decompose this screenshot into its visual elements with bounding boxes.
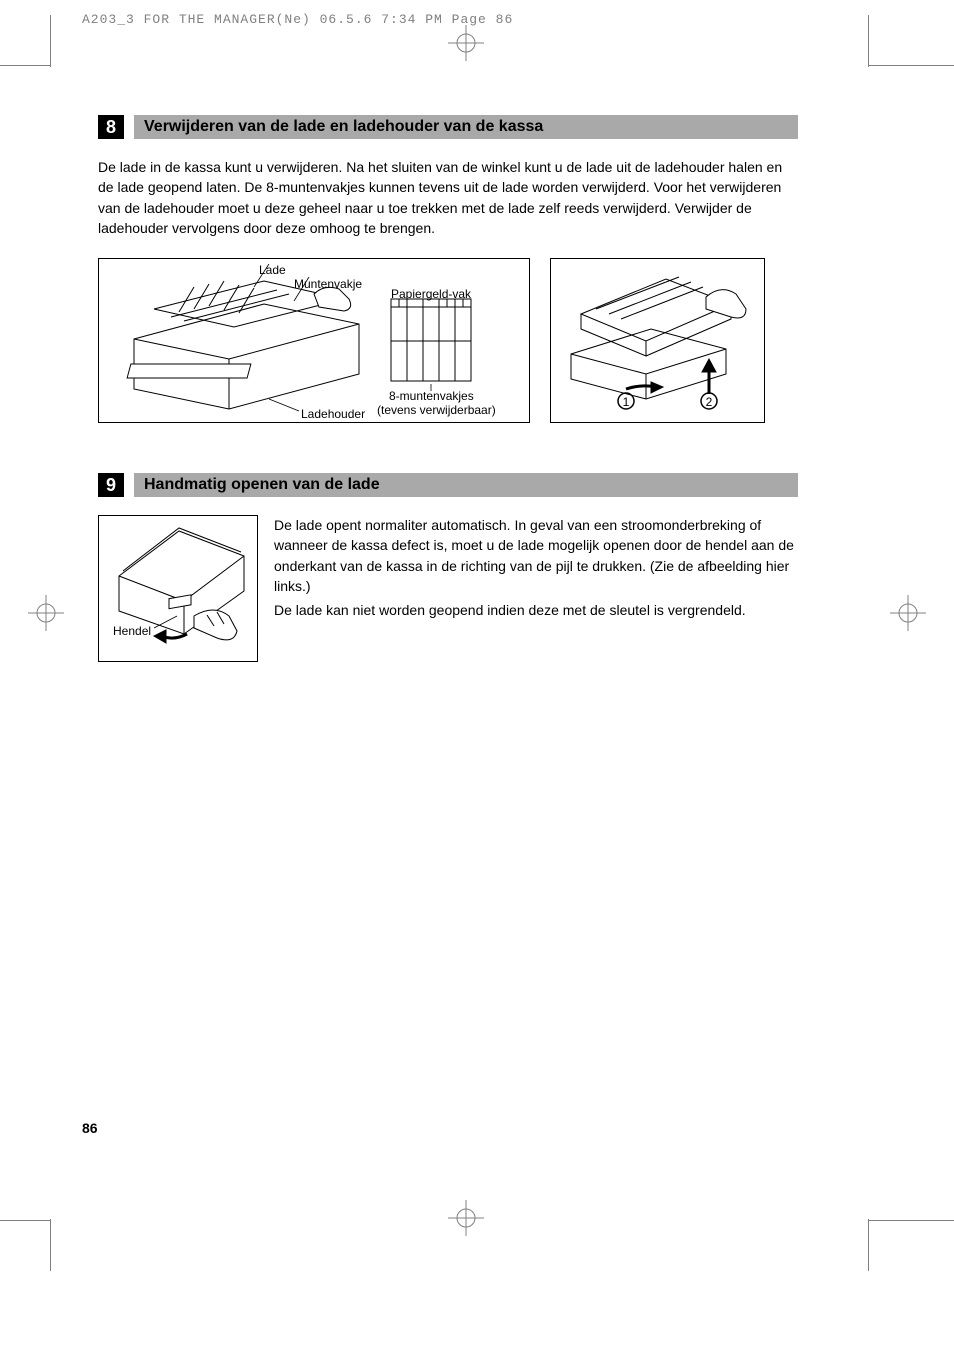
page-number: 86 <box>82 1120 98 1136</box>
marker-2-text: 2 <box>706 395 713 409</box>
section-9-body-1: De lade opent normaliter automatisch. In… <box>274 515 798 596</box>
label-papiergeld: Papiergeld-vak <box>391 287 471 301</box>
registration-mark-top <box>448 25 484 66</box>
crop-mark <box>0 1220 50 1221</box>
section-8-title: Verwijderen van de lade en ladehouder va… <box>134 115 798 139</box>
section-8-badge: 8 <box>98 115 124 139</box>
section-9-badge: 9 <box>98 473 124 497</box>
crop-mark <box>868 15 869 67</box>
registration-mark-bottom <box>448 1200 484 1241</box>
registration-mark-left <box>28 595 64 636</box>
crop-mark <box>869 65 954 66</box>
diagram-manual-open: Hendel <box>98 515 258 662</box>
section-8-header: 8 Verwijderen van de lade en ladehouder … <box>98 115 798 139</box>
page-content: 8 Verwijderen van de lade en ladehouder … <box>98 115 798 662</box>
marker-1-text: 1 <box>623 395 630 409</box>
registration-mark-right <box>890 595 926 636</box>
section-9-body-2: De lade kan niet worden geopend indien d… <box>274 600 798 620</box>
section-9: 9 Handmatig openen van de lade <box>98 473 798 662</box>
diagram-row: Lade Muntenvakje Papiergeld-vak 8-munten… <box>98 258 798 423</box>
diagram-drawer-lift: 1 2 <box>550 258 765 423</box>
label-8munten: 8-muntenvakjes <box>389 389 474 403</box>
crop-mark <box>868 1219 869 1271</box>
section-9-title: Handmatig openen van de lade <box>134 473 798 497</box>
section-8-body: De lade in de kassa kunt u verwijderen. … <box>98 157 798 238</box>
label-lade: Lade <box>259 263 286 277</box>
crop-mark <box>50 1219 51 1271</box>
label-ladehouder: Ladehouder <box>301 407 365 421</box>
crop-mark <box>50 15 51 67</box>
section-9-header: 9 Handmatig openen van de lade <box>98 473 798 497</box>
label-hendel: Hendel <box>113 624 151 638</box>
label-muntenvakje: Muntenvakje <box>294 277 362 291</box>
diagram-drawer-removal: Lade Muntenvakje Papiergeld-vak 8-munten… <box>98 258 530 423</box>
crop-mark <box>869 1220 954 1221</box>
label-tevens: (tevens verwijderbaar) <box>377 403 496 417</box>
crop-mark <box>0 65 50 66</box>
section-9-text: De lade opent normaliter automatisch. In… <box>274 515 798 662</box>
